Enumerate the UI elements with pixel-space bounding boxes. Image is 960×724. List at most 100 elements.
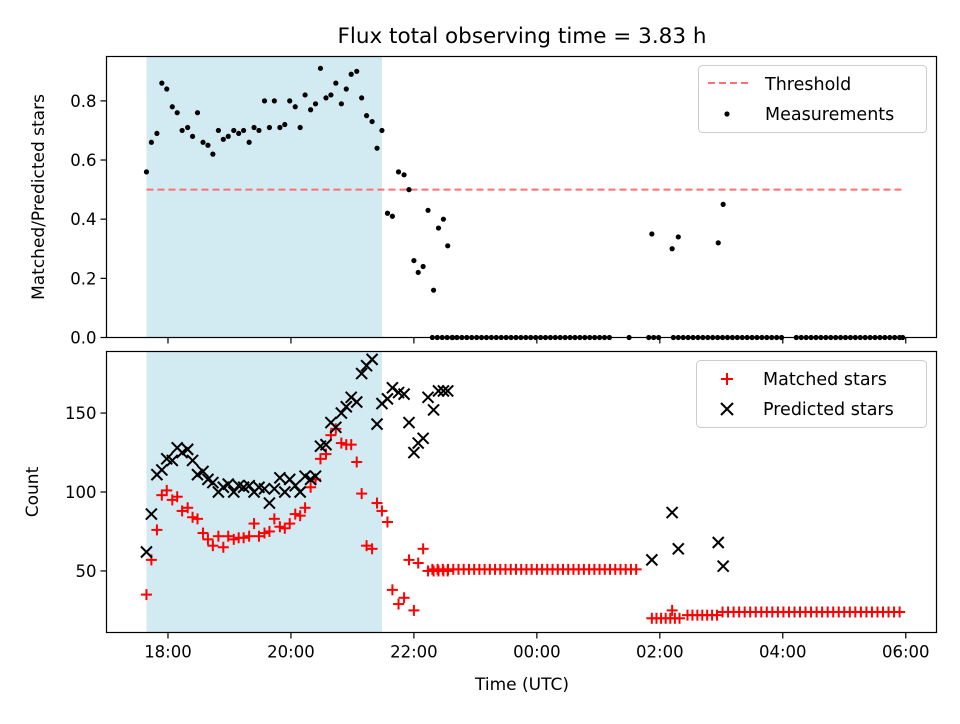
matched-point <box>674 612 686 624</box>
measurement-point <box>338 101 344 107</box>
measurement-point <box>323 95 329 101</box>
matched-point <box>894 606 906 618</box>
bottom-ytick-label: 50 <box>76 562 97 581</box>
predicted-point <box>355 367 368 380</box>
predicted-point <box>206 476 220 489</box>
measurement-point <box>411 257 417 264</box>
predicted-point <box>278 485 292 499</box>
matched-point <box>412 557 424 569</box>
measurement-point <box>148 139 154 145</box>
measurement-point <box>359 95 365 101</box>
measurement-point <box>220 136 226 142</box>
predicted-point <box>166 454 179 467</box>
measurement-point <box>194 110 201 116</box>
matched-point <box>156 489 168 501</box>
matched-point <box>314 453 326 465</box>
measurement-point <box>271 98 277 104</box>
measurement-point <box>143 169 150 175</box>
measurement-point <box>154 130 160 137</box>
measurement-point <box>435 225 442 231</box>
measurement-point <box>675 234 681 240</box>
top-legend: Threshold Measurements <box>698 65 927 133</box>
measurement-point <box>715 240 721 246</box>
measurement-point <box>649 231 655 237</box>
predicted-point <box>365 353 379 366</box>
bottom-xtick-label: 06:00 <box>882 643 930 662</box>
top-axes: 0.00.20.40.60.8 Matched/Predicted stars … <box>29 55 938 348</box>
legend-measurements-swatch <box>724 111 730 117</box>
bottom-xtick-label: 00:00 <box>513 643 561 662</box>
predicted-point <box>155 463 169 477</box>
measurement-point <box>287 98 293 104</box>
legend-measurements-label: Measurements <box>765 105 894 125</box>
matched-point <box>253 530 265 542</box>
top-ytick-label: 0.8 <box>70 92 96 111</box>
bottom-ytick-label: 100 <box>65 483 97 502</box>
top-ytick-label: 0.2 <box>70 269 96 288</box>
measurement-point <box>185 124 191 131</box>
measurement-point <box>384 210 391 216</box>
bottom-axes-frame <box>105 350 938 634</box>
predicted-point <box>329 421 343 434</box>
measurement-point <box>328 92 334 98</box>
matched-point <box>299 502 311 514</box>
measurement-point <box>420 263 426 270</box>
legend-matched-label: Matched stars <box>763 370 887 390</box>
measurement-point <box>266 124 273 131</box>
matched-point <box>408 604 420 616</box>
bottom-legend-box <box>696 360 927 428</box>
matched-point <box>417 543 429 555</box>
predicted-point <box>350 395 363 409</box>
measurement-point <box>225 133 231 139</box>
measurement-point <box>317 65 324 71</box>
predicted-point <box>273 471 287 484</box>
predicted-point <box>672 542 685 556</box>
matched-point <box>386 584 398 596</box>
measurement-point <box>401 172 407 178</box>
matched-point <box>217 541 229 553</box>
matched-point <box>330 423 342 435</box>
bottom-xtick-label: 22:00 <box>390 643 438 662</box>
measurement-point <box>236 130 242 137</box>
figure-title: Flux total observing time = 3.83 h <box>338 24 707 49</box>
predicted-point <box>712 536 725 549</box>
matched-point <box>161 484 173 496</box>
measurement-point <box>374 145 380 151</box>
measurement-point <box>445 243 451 249</box>
predicted-point <box>432 384 445 398</box>
legend-predicted-swatch <box>720 402 734 416</box>
measurement-point <box>231 127 237 134</box>
matched-point <box>381 516 393 528</box>
predicted-point <box>381 392 394 406</box>
measurement-point <box>333 80 339 86</box>
measurement-point <box>395 169 402 175</box>
bottom-xtick-label: 20:00 <box>267 643 315 662</box>
predicted-point <box>645 553 659 567</box>
matched-point <box>191 513 203 525</box>
bottom-ytick-label: 150 <box>65 404 97 423</box>
measurement-point <box>302 92 308 98</box>
matched-point <box>630 563 642 575</box>
predicted-point <box>416 432 430 445</box>
measurement-point <box>210 151 216 157</box>
measurement-point <box>261 98 268 104</box>
matched-point <box>361 540 373 552</box>
bottom-xlabel: Time (UTC) <box>474 675 569 695</box>
legend-matched-swatch <box>721 373 733 385</box>
measurement-point <box>251 124 257 131</box>
matched-point <box>371 497 383 509</box>
bottom-xtick-label: 04:00 <box>759 643 807 662</box>
measurement-point <box>282 121 288 128</box>
measurement-point <box>200 139 206 145</box>
measurement-point <box>379 127 385 134</box>
matched-point <box>176 505 188 517</box>
measurement-point <box>343 86 349 92</box>
measurement-point <box>205 142 211 148</box>
measurement-point <box>308 107 314 113</box>
predicted-point <box>181 443 194 456</box>
measurement-point <box>174 110 180 116</box>
predicted-point <box>370 417 384 431</box>
measurement-point <box>277 124 283 131</box>
predicted-point <box>145 507 158 521</box>
matched-point <box>393 598 405 610</box>
